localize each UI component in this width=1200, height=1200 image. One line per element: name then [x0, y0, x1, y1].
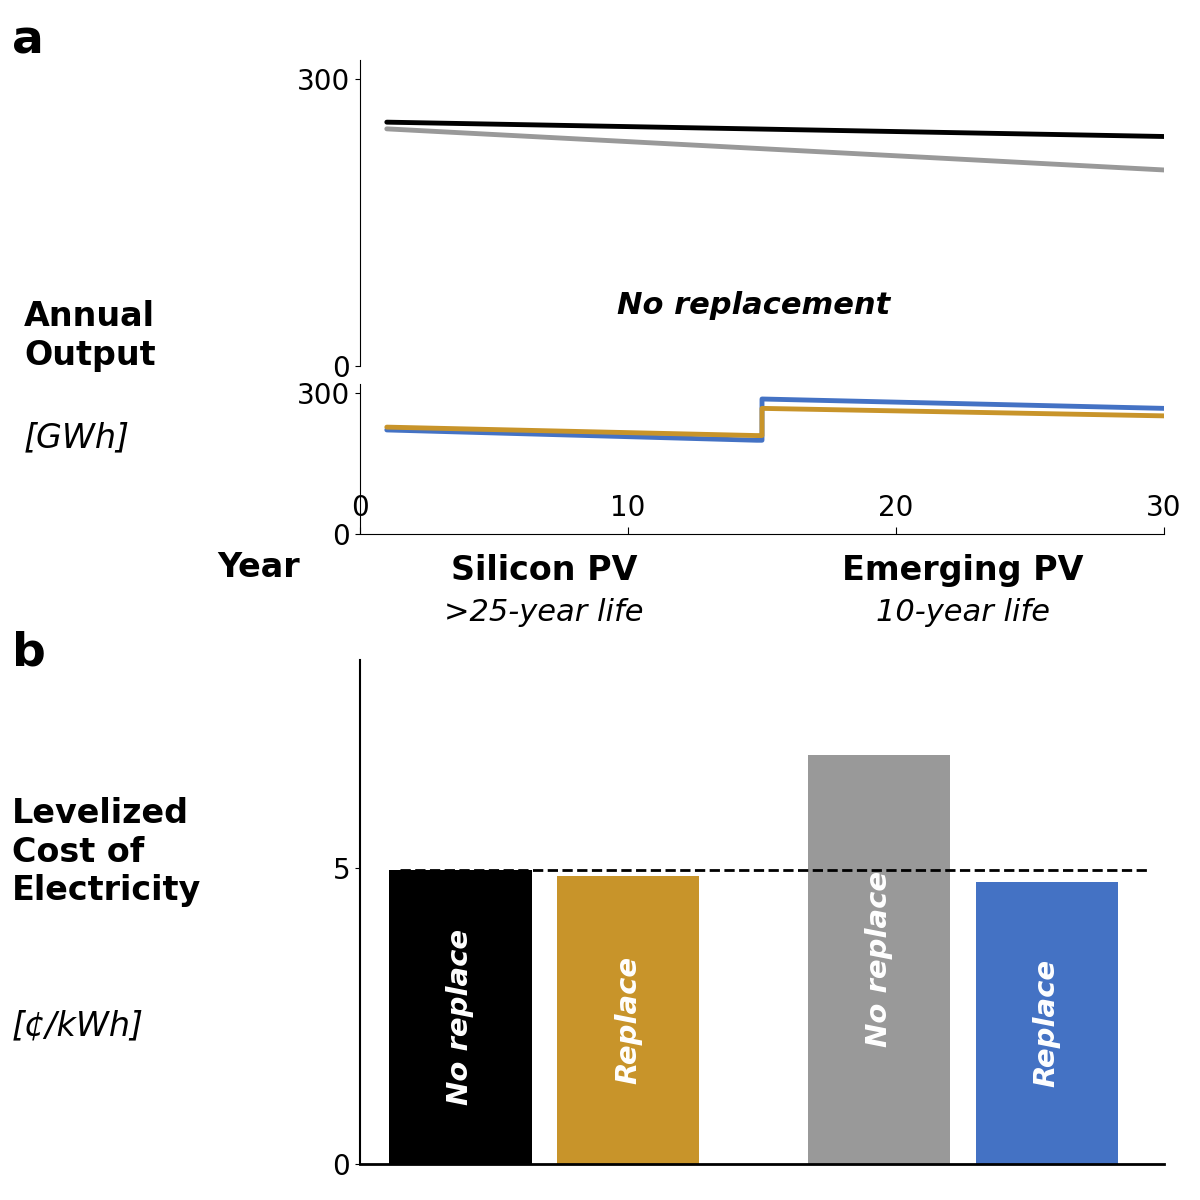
Text: Replace: Replace [614, 956, 642, 1085]
Text: Emerging PV: Emerging PV [842, 553, 1084, 587]
Bar [557, 876, 700, 1164]
Text: No replacement: No replacement [617, 292, 890, 320]
Text: Annual
Output: Annual Output [24, 300, 156, 372]
Bar [389, 870, 532, 1164]
Text: Replace modules after 15 years: Replace modules after 15 years [586, 560, 1128, 590]
Text: [¢/kWh]: [¢/kWh] [12, 1009, 144, 1043]
Text: No replace: No replace [446, 929, 474, 1105]
Text: [GWh]: [GWh] [24, 421, 130, 455]
Text: Silicon PV: Silicon PV [451, 553, 637, 587]
Text: b: b [12, 630, 46, 674]
Text: Replace: Replace [1033, 959, 1061, 1087]
Bar [808, 755, 950, 1164]
Text: Levelized
Cost of
Electricity: Levelized Cost of Electricity [12, 797, 202, 907]
Text: a: a [12, 18, 44, 62]
Text: 10-year life: 10-year life [876, 598, 1050, 626]
Text: No replace: No replace [865, 871, 893, 1048]
Bar [976, 882, 1118, 1164]
Text: Year: Year [217, 551, 300, 584]
Text: >25-year life: >25-year life [444, 598, 644, 626]
